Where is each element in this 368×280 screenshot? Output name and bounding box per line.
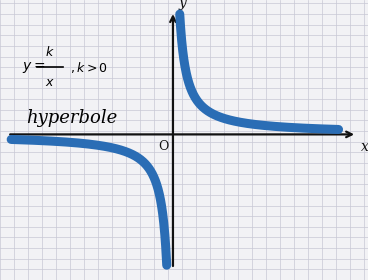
Text: $, k{>}0$: $, k{>}0$ (70, 60, 108, 75)
Text: y: y (178, 0, 186, 10)
Text: $y=$: $y=$ (22, 60, 46, 75)
Text: $k$: $k$ (45, 45, 54, 59)
Text: $x$: $x$ (45, 76, 54, 89)
Text: hyperbole: hyperbole (26, 109, 117, 127)
Text: O: O (159, 141, 169, 153)
Text: x: x (361, 140, 368, 154)
